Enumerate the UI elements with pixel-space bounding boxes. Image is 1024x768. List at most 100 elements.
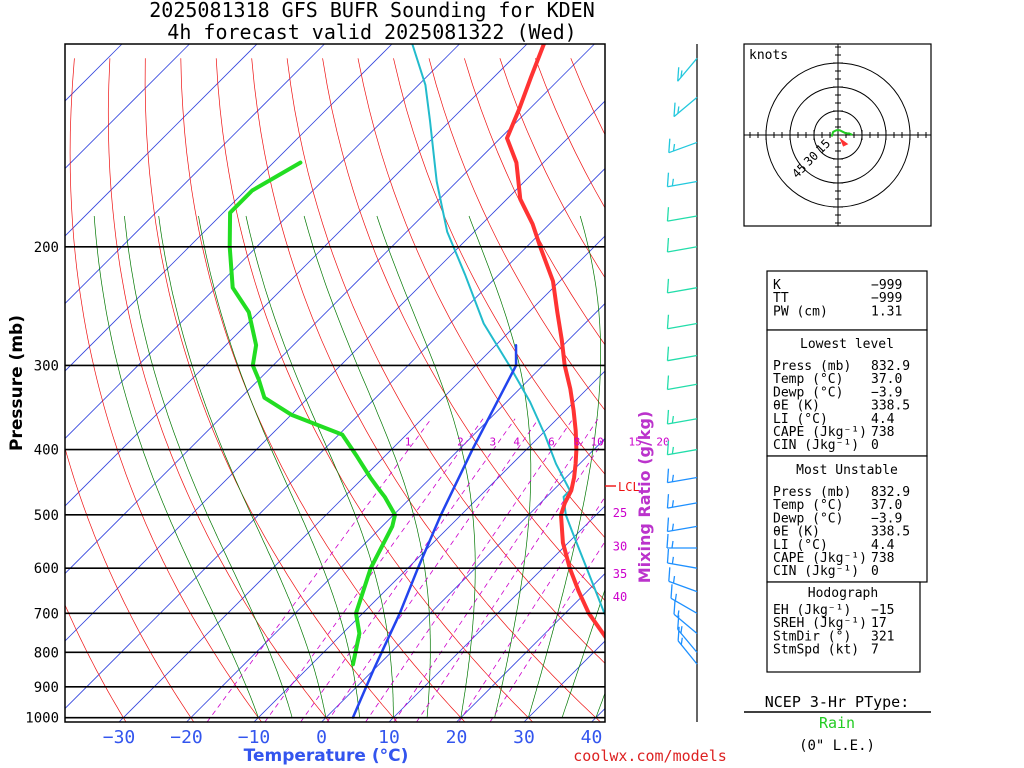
indices-box-top — [766, 270, 928, 331]
moist-adiabat-line — [376, 215, 476, 718]
temperature-tick-label: 20 — [446, 727, 468, 748]
wind-barb-staff — [667, 476, 698, 484]
wind-barb — [666, 375, 698, 391]
mixing-ratio-tick-label: 2 — [457, 436, 464, 449]
index-label: Temp (°C) — [773, 372, 843, 387]
wind-barb-half-flag — [680, 626, 683, 634]
mixing-ratio-line — [326, 418, 539, 722]
wind-barb-staff — [667, 562, 698, 569]
wind-barb — [666, 517, 698, 533]
dry-adiabat-line — [180, 58, 466, 722]
wind-barb-half-flag — [672, 143, 676, 152]
index-label: LI (°C) — [773, 538, 828, 553]
mixing-ratio-tick-label: 3 — [490, 436, 497, 449]
pressure-tick-label: 300 — [34, 358, 59, 374]
moist-adiabat-line — [528, 215, 601, 718]
wind-barb — [666, 533, 697, 549]
index-value: 7 — [871, 643, 879, 658]
theta-e-label: 25 — [613, 506, 627, 520]
wind-barb-flag — [666, 278, 670, 293]
index-value: −15 — [871, 603, 894, 618]
wind-barb — [666, 494, 698, 509]
wind-barb-half-flag — [677, 610, 680, 618]
wind-barb-flag — [666, 494, 670, 509]
indices-table: K −999 TT −999 PW (cm) 1.31 Press (mb) 832.9 Tem… — [766, 270, 928, 673]
wind-barb-flag — [673, 102, 676, 117]
pressure-tick-label: 900 — [34, 680, 59, 696]
wind-barb-flag — [673, 600, 676, 615]
isotherm-line — [65, 44, 393, 372]
wind-barb-half-flag — [671, 474, 675, 482]
dry-adiabat-line — [107, 58, 330, 722]
index-label: θE (K) — [773, 399, 820, 414]
wind-barb-half-flag — [677, 106, 680, 114]
wind-barb — [673, 600, 698, 634]
index-value: 0 — [871, 564, 879, 579]
dewpoint-profile — [227, 160, 397, 667]
wind-barb-half-flag — [671, 540, 674, 549]
mixing-ratio-tick-label: 10 — [591, 436, 604, 449]
plot-frame — [64, 43, 606, 723]
mixing-ratio-line — [458, 496, 605, 722]
ptype-title: NCEP 3-Hr PType: — [765, 693, 910, 711]
pressure-tick-label: 700 — [34, 606, 59, 622]
mixing-ratio-line — [300, 418, 516, 722]
index-label: Dewp (°C) — [773, 385, 843, 400]
mixing-ratio-label: Mixing Ratio (g/kg) — [635, 411, 654, 583]
mixing-ratio-tick-label: 1 — [405, 436, 412, 449]
moist-adiabat-line — [198, 215, 360, 718]
mixing-ratio-line — [206, 418, 432, 722]
index-label: LI (°C) — [773, 412, 828, 427]
isotherm-line — [388, 505, 605, 722]
isotherm-line — [253, 370, 605, 722]
wind-barb-half-flag — [671, 178, 675, 186]
moist-adiabat-line — [595, 692, 605, 718]
index-label: θE (K) — [773, 525, 820, 540]
dry-adiabat-line — [215, 58, 533, 722]
wind-barb-flag — [668, 567, 671, 582]
wind-barb — [666, 409, 698, 425]
wind-barb-flag — [668, 138, 671, 153]
isotherm-line — [65, 44, 460, 440]
wind-barb-staff — [667, 180, 698, 188]
wind-barb-flag — [666, 409, 670, 425]
mixing-ratio-tick-label: 15 — [629, 436, 642, 449]
index-label: StmSpd (kt) — [773, 643, 859, 658]
chart-subtitle: 4h forecast valid 2025081322 (Wed) — [167, 20, 576, 44]
pressure-tick-label: 800 — [34, 645, 59, 661]
isotherm-line — [186, 302, 605, 722]
isotherm-line — [118, 235, 605, 722]
dry-adiabat-line — [144, 58, 398, 722]
mixing-ratio-tick-label: 20 — [656, 436, 669, 449]
wind-barb-flag — [666, 314, 670, 329]
moist-adiabat-line — [124, 215, 293, 718]
wind-barb — [666, 468, 698, 484]
wind-barb — [668, 138, 698, 154]
ptype-value: Rain — [819, 714, 855, 732]
temperature-tick-label: −20 — [170, 727, 203, 748]
wind-barb-staff — [667, 215, 698, 222]
index-label: Temp (°C) — [773, 498, 843, 513]
wind-barb — [668, 567, 698, 593]
isotherm-line — [321, 437, 605, 722]
wind-barb — [677, 626, 698, 665]
mixing-ratio-line — [416, 437, 605, 722]
indices-rows: K −999 TT −999 PW (cm) 1.31 Press (mb) 832.9 Tem… — [773, 278, 910, 658]
index-label: Dewp (°C) — [773, 511, 843, 526]
dry-adiabat-line — [357, 58, 605, 539]
theta-e-label: 40 — [613, 590, 627, 604]
index-label: CAPE (Jkg⁻¹) — [773, 551, 867, 566]
indices-box-unstable — [766, 455, 928, 583]
profile-lines — [227, 44, 605, 719]
isotherm-line — [65, 44, 595, 575]
index-value: 4.4 — [871, 538, 895, 553]
hodograph-units: knots — [749, 48, 788, 63]
index-value: 832.9 — [871, 359, 910, 374]
indices-box-lowest — [766, 329, 928, 457]
wind-barb-staff — [667, 502, 698, 509]
index-label: Press (mb) — [773, 359, 851, 374]
wind-barb-staff — [667, 287, 698, 294]
index-label: Press (mb) — [773, 485, 851, 500]
wind-barb-flag — [677, 626, 680, 641]
wind-barb-staff — [668, 141, 698, 154]
